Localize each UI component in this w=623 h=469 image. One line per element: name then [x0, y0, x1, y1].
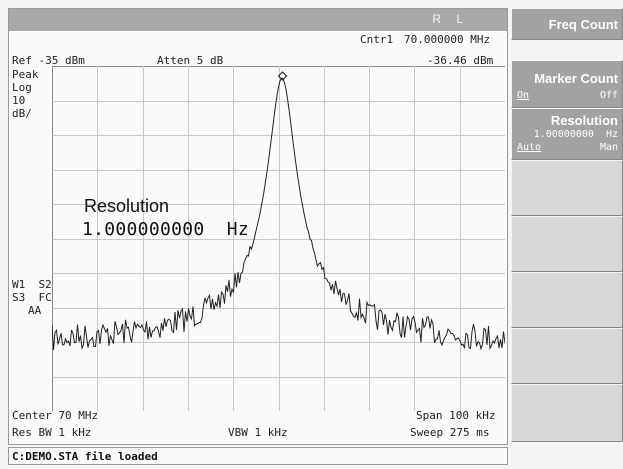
softkey-resolution-label: Resolution — [550, 113, 618, 128]
status-bar-top: R L — [9, 9, 507, 31]
softkey-freq-count-label: Freq Count — [548, 17, 618, 32]
resolution-softkey-value: 1.00000000 Hz — [533, 129, 618, 140]
softkey-blank-4[interactable] — [511, 160, 623, 216]
center-frequency: Center 70 MHz — [12, 409, 99, 422]
softkey-marker-count[interactable]: Marker Count On Off — [511, 60, 623, 108]
marker-diamond-icon — [277, 71, 288, 81]
resolution-auto-option: Auto — [517, 142, 542, 153]
marker-label: Cntr1 — [360, 33, 394, 46]
trace-flags-1: W1 S2 — [12, 278, 52, 291]
scale-value: 10 — [12, 94, 26, 107]
video-bandwidth: VBW 1 kHz — [228, 426, 288, 439]
scale-unit: dB/ — [12, 107, 32, 120]
trace-flags-3: AA — [28, 304, 42, 317]
reference-level: Ref -35 dBm — [12, 54, 85, 67]
resolution-annotation-label: Resolution — [84, 196, 170, 216]
status-message: C:DEMO.STA file loaded — [12, 450, 158, 463]
resolution-annotation-value: 1.000000000 Hz — [82, 219, 250, 240]
analyzer-screen: R L Cntr1 70.000000 MHz Ref -35 dBm Atte… — [8, 8, 508, 445]
softkey-blank-8[interactable] — [511, 384, 623, 442]
resolution-bandwidth: Res BW 1 kHz — [12, 426, 92, 439]
marker-count-on-option: On — [517, 90, 530, 101]
graticule — [52, 66, 505, 411]
marker-count-off-option: Off — [599, 90, 618, 101]
sweep-time: Sweep 275 ms — [410, 426, 490, 439]
marker-frequency: 70.000000 MHz — [404, 33, 491, 46]
resolution-man-option: Man — [599, 142, 618, 153]
trace-flags-2: S3 FC — [12, 291, 52, 304]
remote-lock-indicator: R L — [432, 12, 469, 26]
softkey-blank-6[interactable] — [511, 272, 623, 328]
frequency-span: Span 100 kHz — [416, 409, 496, 422]
softkey-blank-5[interactable] — [511, 216, 623, 272]
scale-detector: Peak — [12, 68, 39, 81]
softkey-marker-count-label: Marker Count — [534, 71, 618, 86]
marker-amplitude: -36.46 dBm — [427, 54, 494, 67]
softkey-blank-7[interactable] — [511, 328, 623, 384]
attenuation: Atten 5 dB — [157, 54, 224, 67]
softkey-freq-count[interactable]: Freq Count — [511, 8, 623, 40]
spectrum-plot — [52, 66, 505, 411]
spectrum-trace — [52, 77, 505, 351]
scale-type: Log — [12, 81, 32, 94]
softkey-resolution[interactable]: Resolution 1.00000000 Hz Auto Man — [511, 108, 623, 160]
status-line: C:DEMO.STA file loaded — [8, 447, 508, 465]
